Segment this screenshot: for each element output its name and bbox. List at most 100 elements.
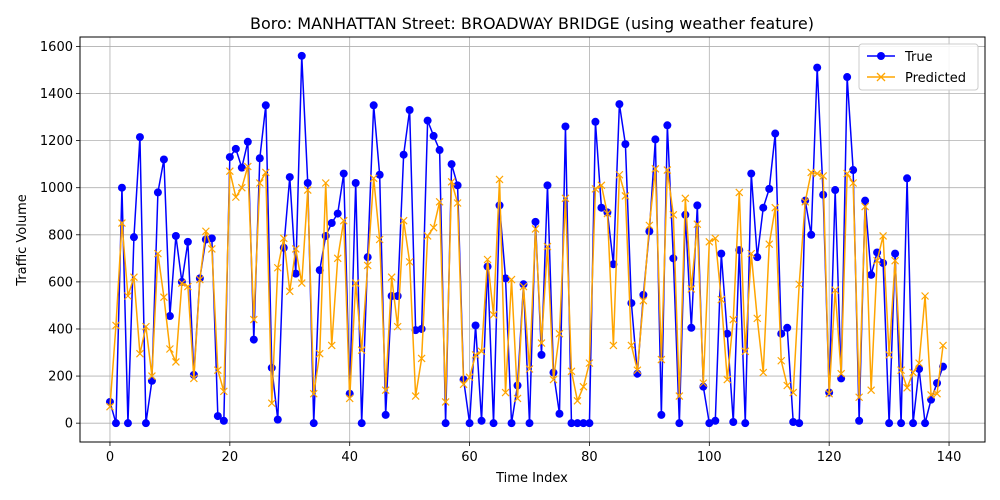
predicted-data-point [177,279,186,287]
predicted-data-point [501,388,510,397]
predicted-data-point [561,194,570,203]
predicted-data-point [819,171,828,180]
predicted-data-point [909,368,918,377]
predicted-data-point [435,197,444,206]
true-data-point [891,249,900,258]
true-data-point [585,419,594,428]
true-data-point [807,230,816,239]
predicted-data-point [399,216,408,225]
true-data-point [861,196,870,205]
predicted-data-point [693,220,702,229]
true-data-point [111,419,120,428]
true-data-point [561,122,570,131]
predicted-data-point [309,389,318,398]
predicted-data-point [717,295,726,304]
predicted-data-point [861,202,870,211]
true-data-point [855,416,864,425]
true-data-point [399,150,408,159]
y-tick-label: 200 [48,370,73,385]
true-data-point [621,140,630,149]
true-data-point [477,416,486,425]
y-tick-label: 800 [48,228,73,243]
predicted-data-point [651,164,660,173]
predicted-data-point [477,347,486,356]
series-layer [105,51,948,428]
true-data-point [207,234,216,243]
true-data-point [159,155,168,164]
true-data-point [501,274,510,283]
x-axis-ticks: 0 20 40 60 80 100 120 140 [106,442,961,465]
true-data-point [675,419,684,428]
true-data-point [903,174,912,183]
predicted-data-point [153,249,162,258]
true-data-point [183,237,192,246]
predicted-series-line [109,165,944,407]
predicted-data-point [645,221,654,230]
predicted-data-point [345,394,354,403]
predicted-data-point [549,375,558,384]
true-data-point [141,419,150,428]
y-tick-label: 0 [65,417,73,432]
predicted-data-point [567,367,576,376]
true-data-point [555,409,564,418]
predicted-data-point [897,366,906,375]
predicted-data-point [333,254,342,263]
predicted-data-point [531,224,540,233]
true-data-point [117,183,126,192]
y-tick-label: 400 [48,322,73,337]
x-tick-label: 60 [461,450,478,465]
predicted-data-point [741,347,750,356]
true-data-point [843,73,852,82]
predicted-data-point [387,273,396,282]
predicted-data-point [171,358,180,366]
predicted-data-point [759,368,768,377]
predicted-data-point [705,237,714,246]
predicted-data-point [231,193,240,202]
predicted-data-point [261,168,270,177]
predicted-data-point [130,273,138,282]
predicted-data-point [106,402,114,411]
true-data-point [591,117,600,126]
true-data-point [759,203,768,212]
true-data-point [693,201,702,210]
predicted-data-point [303,186,312,194]
true-data-point [525,419,534,428]
true-data-point [165,312,174,321]
true-data-point [783,323,792,332]
true-data-point [381,410,390,419]
predicted-data-point [471,350,480,359]
predicted-data-point [315,349,324,358]
predicted-data-point [825,389,834,398]
true-data-point [123,419,132,428]
predicted-data-point [771,203,780,212]
true-data-point [747,169,756,178]
predicted-data-point [837,369,846,378]
predicted-data-point [777,356,786,365]
x-tick-label: 120 [817,450,842,465]
true-data-point [669,254,678,263]
predicted-data-point [669,210,678,219]
true-data-point [813,63,822,72]
predicted-data-point [921,292,929,300]
true-data-point [663,121,672,130]
predicted-data-point [321,179,330,187]
predicted-data-point [423,232,432,240]
true-data-point [777,329,786,338]
predicted-data-point [165,345,174,353]
predicted-data-point [621,192,630,200]
predicted-data-point [327,341,336,350]
predicted-data-point [136,349,144,358]
true-data-point [447,160,456,169]
predicted-data-point [795,280,804,289]
predicted-data-point [753,314,762,323]
true-data-point [531,217,540,226]
predicted-data-point [219,387,228,396]
predicted-data-point [681,194,690,203]
true-data-point [795,419,804,428]
true-data-point [867,270,876,279]
true-data-point [297,51,306,60]
true-data-point [519,280,528,289]
predicted-data-point [747,249,756,258]
true-data-point [543,181,552,190]
true-data-point [705,419,714,428]
